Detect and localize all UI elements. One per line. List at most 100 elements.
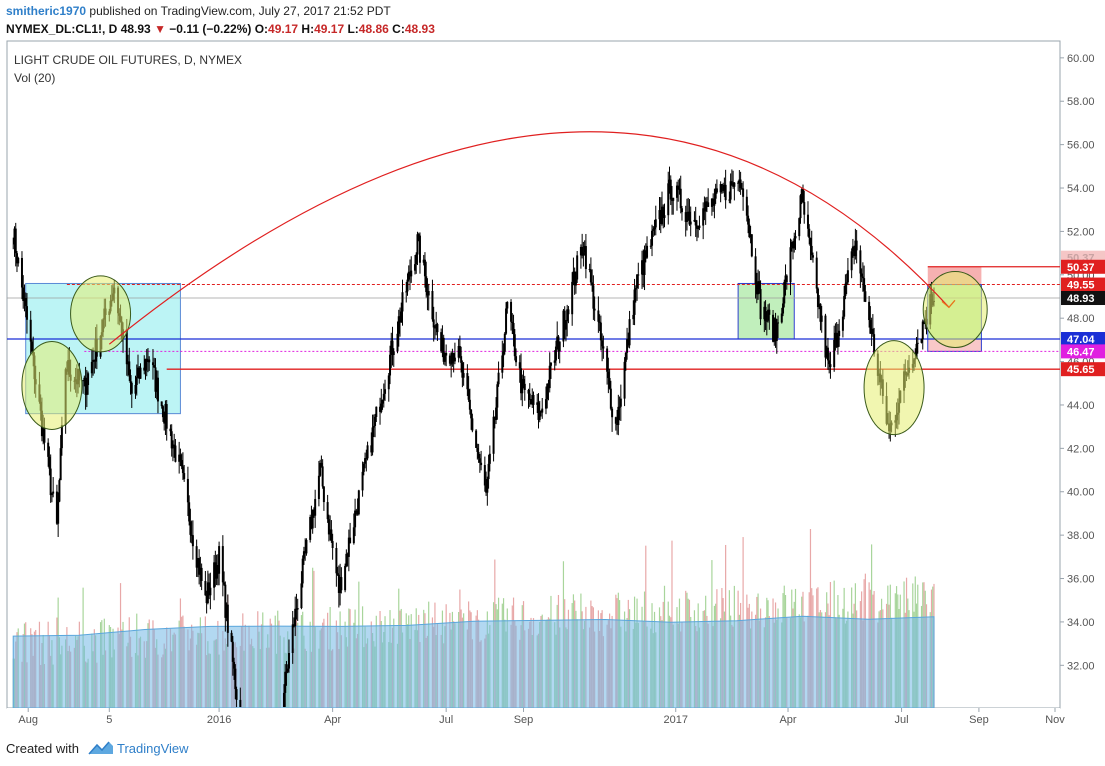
candle-body: [531, 394, 534, 405]
candle-body: [511, 321, 514, 323]
candle-body: [357, 490, 360, 515]
candle-body: [855, 240, 858, 251]
candle-body: [512, 322, 515, 335]
candle-body: [803, 202, 806, 215]
tradingview-brand[interactable]: TradingView: [117, 741, 189, 756]
candle-body: [235, 689, 238, 700]
candle-body: [659, 210, 662, 224]
candle-body: [209, 587, 212, 596]
candle-body: [556, 336, 559, 347]
tradingview-logo-icon[interactable]: [88, 740, 114, 756]
candle-body: [668, 179, 671, 184]
candle-body: [226, 604, 229, 633]
candle-body: [87, 373, 90, 386]
candle-body: [287, 653, 290, 669]
candle-body: [611, 408, 614, 418]
open-value: 49.17: [268, 22, 299, 36]
candle-body: [300, 583, 303, 609]
candle-body: [923, 321, 926, 324]
candle-body: [331, 541, 334, 548]
x-tick-label: Jul: [895, 714, 909, 726]
candle-body: [809, 237, 812, 246]
x-tick-label: Sep: [514, 714, 534, 726]
candle-body: [361, 471, 364, 491]
candle-body: [215, 564, 218, 579]
created-with-label: Created with: [6, 741, 79, 756]
candle-body: [233, 661, 236, 669]
candle-body: [739, 179, 742, 189]
candle-body: [161, 406, 164, 418]
candle-body: [156, 377, 159, 402]
candle-body: [808, 228, 811, 238]
y-tick-label: 36.00: [1067, 574, 1095, 586]
author-link[interactable]: smitheric1970: [6, 4, 87, 18]
candle-body: [740, 188, 743, 190]
candle-body: [339, 577, 342, 593]
candle-body: [789, 247, 792, 283]
candle-body: [870, 328, 873, 334]
candle-body: [231, 641, 234, 662]
candle-body: [785, 275, 788, 283]
candle-body: [715, 188, 718, 193]
candle-body: [137, 367, 140, 378]
candle-body: [606, 348, 609, 372]
candle-body: [572, 271, 575, 282]
candle-body: [602, 346, 605, 349]
candle-body: [772, 314, 775, 342]
price-axis[interactable]: 60.0058.0056.0054.0052.0050.0048.0046.00…: [1060, 53, 1105, 672]
candle-body: [537, 402, 540, 420]
close-value: 48.93: [404, 22, 435, 36]
candle-body: [397, 316, 400, 334]
candle-body: [767, 309, 770, 321]
candle-body: [294, 608, 297, 627]
candle-body: [826, 347, 829, 361]
chart-header: smitheric1970 published on TradingView.c…: [0, 0, 1105, 40]
candle-body: [777, 322, 780, 324]
candle-body: [593, 308, 596, 311]
candle-body: [330, 529, 333, 542]
drawing-overlay: [21, 131, 988, 436]
candle-body: [589, 269, 592, 283]
candle-body: [838, 330, 841, 337]
candle-body: [195, 546, 198, 568]
symbol-name[interactable]: NYMEX_DL:CL1!, D: [6, 22, 118, 36]
publish-line: smitheric1970 published on TradingView.c…: [6, 4, 391, 18]
candle-body: [445, 352, 448, 356]
candle-body: [487, 463, 490, 480]
candle-body: [815, 257, 818, 289]
x-tick-label: Apr: [324, 714, 341, 726]
candle-body: [390, 340, 393, 355]
candle-body: [719, 184, 722, 193]
candle-body: [317, 475, 320, 500]
candle-body: [853, 246, 856, 257]
candle-body: [406, 279, 409, 292]
candle-body: [291, 624, 294, 654]
candle-body: [834, 332, 837, 340]
candle-body: [174, 445, 177, 462]
level-label-47.04: 47.04: [1067, 334, 1095, 346]
candle-body: [384, 389, 387, 394]
candle-body: [453, 357, 456, 362]
candle-body: [191, 535, 194, 547]
candle-body: [643, 250, 646, 276]
y-tick-label: 56.00: [1067, 140, 1095, 152]
candle-body: [658, 210, 661, 220]
candle-body: [567, 309, 570, 315]
candle-body: [592, 285, 595, 309]
candle-body: [497, 372, 500, 385]
candle-body: [190, 534, 193, 536]
candle-body: [216, 564, 219, 574]
candle-body: [295, 608, 298, 610]
candle-body: [422, 259, 425, 263]
candle-body: [695, 225, 698, 229]
candle-body: [17, 257, 20, 264]
y-tick-label: 58.00: [1067, 96, 1095, 108]
level-label-47.04-bg: [1061, 332, 1105, 347]
candle-body: [652, 229, 655, 231]
candle-body: [723, 184, 726, 192]
price-chart[interactable]: 60.0058.0056.0054.0052.0050.0048.0046.00…: [0, 40, 1105, 733]
candle-body: [189, 521, 192, 535]
time-axis[interactable]: Aug 5 2016 Apr Jul Sep 2017 Apr Jul Sep Nov: [7, 708, 1065, 732]
candle-body: [165, 404, 168, 429]
candle-body: [784, 275, 787, 282]
